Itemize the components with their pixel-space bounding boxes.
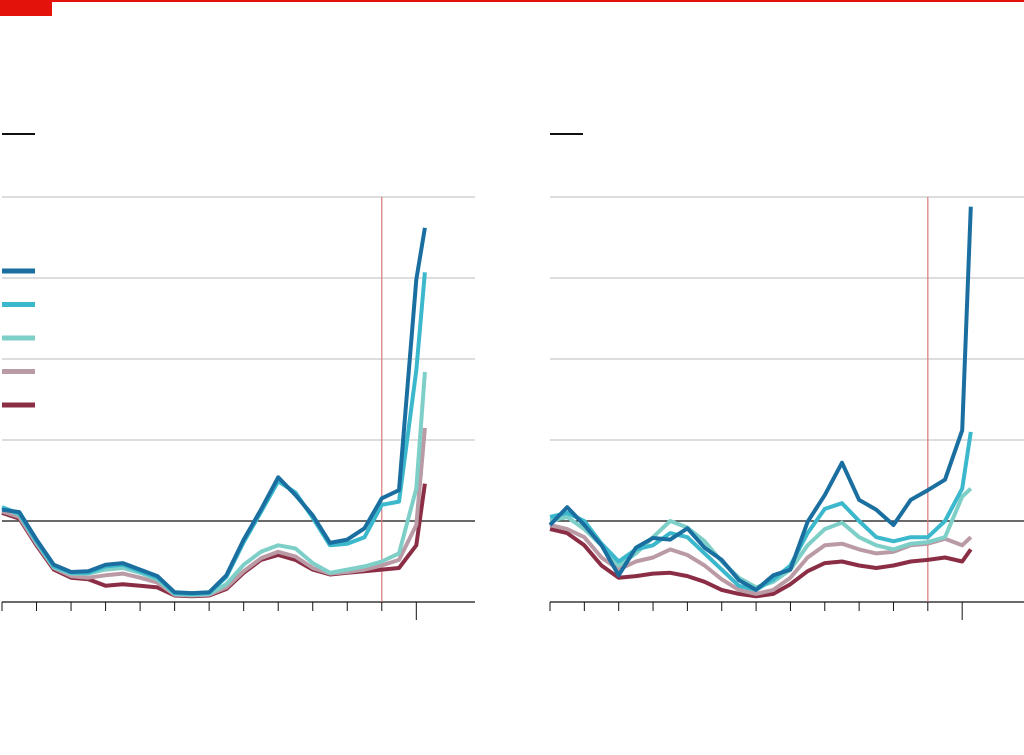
brand-tag: [0, 0, 52, 16]
series-line: [1, 272, 427, 596]
series-line: [1, 371, 427, 597]
series-line: [549, 527, 973, 599]
top-rule: [0, 0, 1024, 2]
series-line: [548, 206, 973, 592]
series-line: [1, 227, 427, 596]
